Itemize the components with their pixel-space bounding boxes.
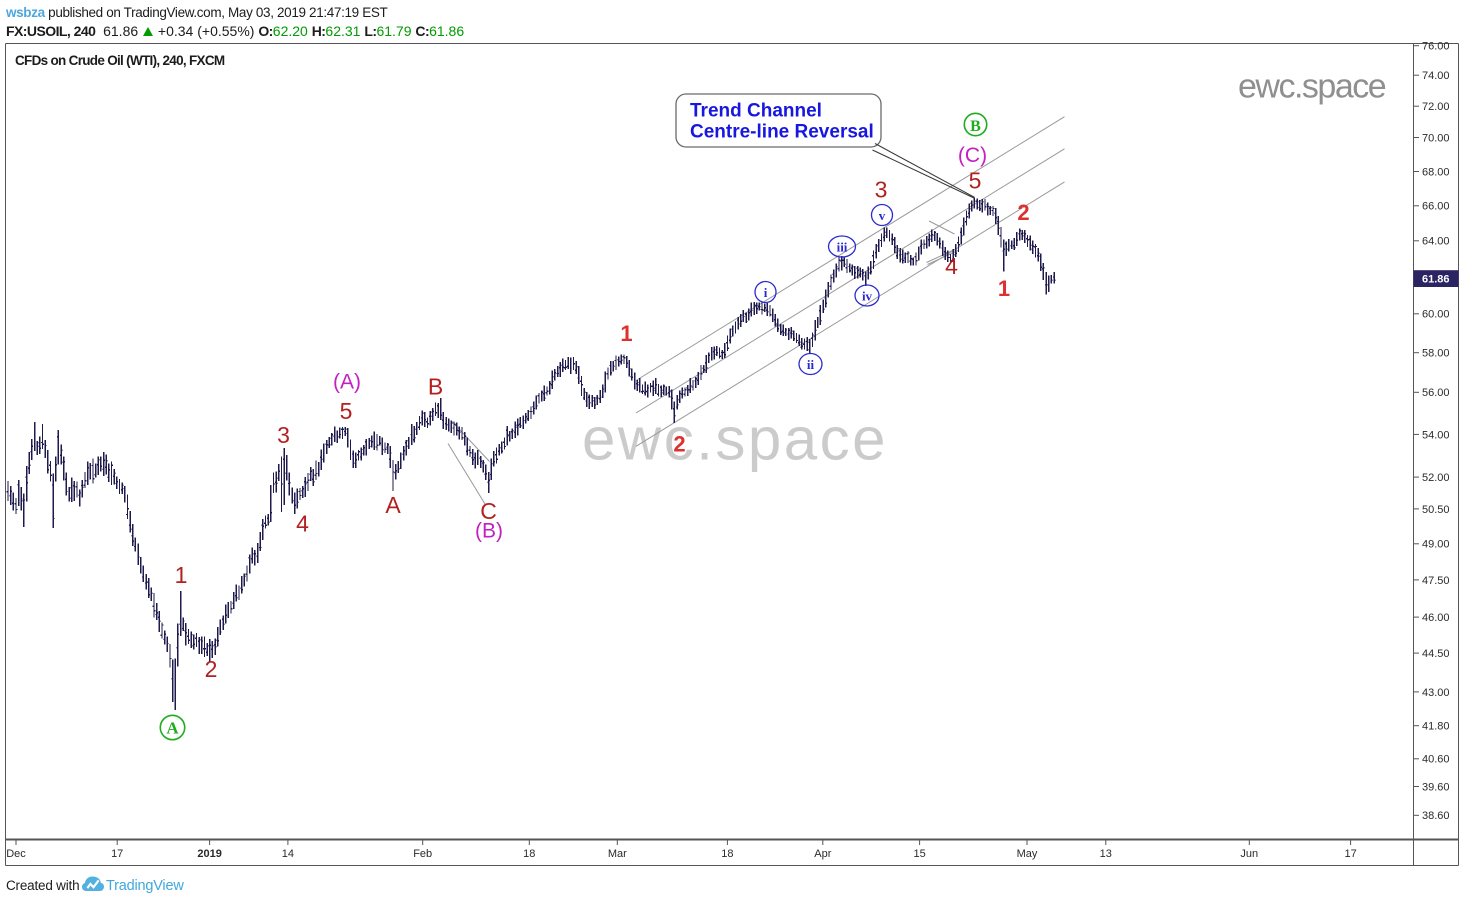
- svg-text:A: A: [166, 719, 179, 738]
- svg-text:18: 18: [721, 848, 733, 860]
- svg-text:TradingView: TradingView: [106, 878, 184, 894]
- svg-text:(C): (C): [958, 144, 987, 167]
- svg-text:44.50: 44.50: [1422, 648, 1450, 660]
- svg-text:41.80: 41.80: [1422, 721, 1450, 733]
- svg-text:50.50: 50.50: [1422, 504, 1450, 516]
- svg-text:2: 2: [205, 656, 218, 682]
- svg-text:B: B: [970, 118, 981, 135]
- svg-text:68.00: 68.00: [1422, 166, 1450, 178]
- svg-text:(B): (B): [475, 520, 503, 543]
- svg-text:70.00: 70.00: [1422, 132, 1450, 144]
- svg-text:2019: 2019: [197, 848, 221, 860]
- svg-text:i: i: [764, 285, 768, 300]
- svg-text:15: 15: [913, 848, 925, 860]
- svg-text:2: 2: [1017, 200, 1029, 225]
- svg-text:43.00: 43.00: [1422, 687, 1450, 699]
- svg-text:May: May: [1017, 848, 1038, 860]
- svg-text:38.60: 38.60: [1422, 810, 1450, 822]
- svg-text:5: 5: [969, 168, 982, 194]
- svg-text:64.00: 64.00: [1422, 236, 1450, 248]
- svg-text:54.00: 54.00: [1422, 429, 1450, 441]
- svg-text:Dec: Dec: [6, 848, 26, 860]
- svg-text:17: 17: [111, 848, 123, 860]
- svg-text:61.86: 61.86: [1422, 274, 1450, 286]
- svg-text:ewc.space: ewc.space: [582, 406, 888, 473]
- svg-text:iii: iii: [837, 240, 848, 255]
- svg-text:iv: iv: [862, 289, 873, 304]
- svg-text:56.00: 56.00: [1422, 387, 1450, 399]
- svg-text:Centre-line Reversal: Centre-line Reversal: [690, 122, 874, 143]
- svg-text:B: B: [428, 374, 443, 400]
- svg-text:1: 1: [620, 321, 632, 346]
- svg-text:40.60: 40.60: [1422, 754, 1450, 766]
- svg-text:ewc.space: ewc.space: [1238, 68, 1386, 106]
- svg-text:46.00: 46.00: [1422, 612, 1450, 624]
- svg-text:Jun: Jun: [1240, 848, 1258, 860]
- svg-text:Created with: Created with: [6, 878, 79, 893]
- svg-text:Trend Channel: Trend Channel: [690, 101, 822, 122]
- svg-text:13: 13: [1100, 848, 1112, 860]
- svg-text:58.00: 58.00: [1422, 348, 1450, 360]
- svg-text:(A): (A): [333, 371, 361, 394]
- svg-text:47.50: 47.50: [1422, 575, 1450, 587]
- svg-text:3: 3: [277, 422, 290, 448]
- svg-text:v: v: [879, 208, 886, 223]
- svg-text:Apr: Apr: [814, 848, 831, 860]
- svg-text:A: A: [385, 492, 401, 518]
- svg-text:Feb: Feb: [413, 848, 432, 860]
- svg-text:72.00: 72.00: [1422, 101, 1450, 113]
- svg-text:18: 18: [523, 848, 535, 860]
- svg-text:5: 5: [340, 398, 353, 424]
- svg-text:1: 1: [175, 562, 188, 588]
- svg-text:14: 14: [282, 848, 294, 860]
- svg-text:C: C: [480, 498, 497, 524]
- svg-text:52.00: 52.00: [1422, 472, 1450, 484]
- svg-text:74.00: 74.00: [1422, 70, 1450, 82]
- svg-text:66.00: 66.00: [1422, 201, 1450, 213]
- svg-text:ii: ii: [807, 357, 815, 372]
- svg-text:4: 4: [296, 511, 309, 537]
- svg-text:2: 2: [673, 432, 685, 457]
- svg-text:49.00: 49.00: [1422, 539, 1450, 551]
- svg-text:17: 17: [1344, 848, 1356, 860]
- svg-text:3: 3: [875, 177, 888, 203]
- svg-text:Mar: Mar: [608, 848, 627, 860]
- svg-text:39.60: 39.60: [1422, 781, 1450, 793]
- svg-text:60.00: 60.00: [1422, 309, 1450, 321]
- svg-text:1: 1: [998, 276, 1010, 301]
- svg-text:4: 4: [945, 253, 958, 279]
- svg-text:76.00: 76.00: [1422, 41, 1450, 53]
